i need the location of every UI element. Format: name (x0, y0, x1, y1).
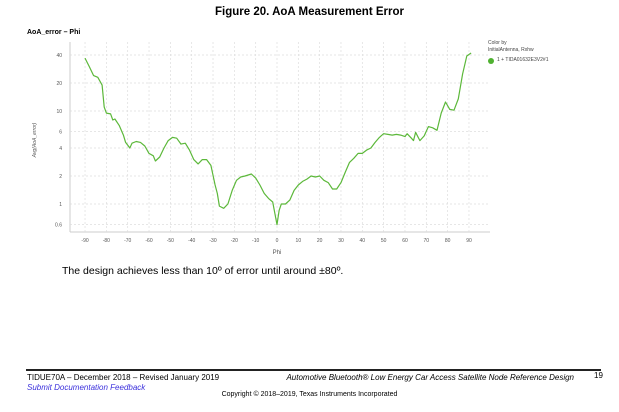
legend-entry: 1 + TIDA01632E3V2#1 (497, 57, 549, 63)
x-tick-label: -70 (124, 238, 131, 244)
y-tick-label: 20 (56, 81, 62, 87)
x-tick-label: 60 (402, 238, 408, 244)
y-tick-label: 0.6 (55, 223, 62, 229)
aoa-error-chart: -90 -80 -70 -60 -50 -40 -30 -20 -10 0 10 20 30 40 50 60… (32, 42, 490, 256)
y-tick-label: 1 (59, 202, 62, 208)
chart-title: AoA_error – Phi (27, 29, 81, 36)
x-tick-label: -50 (167, 238, 174, 244)
x-tick-label: 50 (381, 238, 387, 244)
x-tick-label: 70 (424, 238, 430, 244)
y-tick-label: 40 (56, 53, 62, 59)
x-tick-label: -30 (209, 238, 216, 244)
x-tick-label: -20 (231, 238, 238, 244)
x-tick-label: 20 (317, 238, 323, 244)
x-tick-label: -40 (188, 238, 195, 244)
x-tick-label: 40 (360, 238, 366, 244)
legend-title: Color by (488, 40, 507, 46)
footer-divider (26, 369, 601, 371)
legend-item: 1 + TIDA01632E3V2#1 (488, 57, 548, 64)
y-axis-label: Avg(AoA_error) (32, 122, 38, 158)
footer-doc-id: TIDUE70A – December 2018 – Revised Janua… (27, 373, 220, 382)
chart-legend: Color by InitialAntenna, Rxhw 1 + TIDA01… (488, 40, 548, 64)
x-tick-label: 90 (466, 238, 472, 244)
y-tick-label: 6 (59, 130, 62, 136)
x-tick-label: 30 (338, 238, 344, 244)
figure-title: Figure 20. AoA Measurement Error (215, 6, 404, 18)
x-tick-label: 10 (296, 238, 302, 244)
x-tick-label: -80 (103, 238, 110, 244)
legend-subtitle: InitialAntenna, Rxhw (488, 47, 534, 53)
x-tick-label: 80 (445, 238, 451, 244)
page-number: 19 (594, 371, 603, 380)
x-axis-label: Phi (273, 250, 282, 256)
x-tick-label: 0 (276, 238, 279, 244)
x-tick-label: -60 (145, 238, 152, 244)
y-tick-label: 10 (56, 109, 62, 115)
copyright: Copyright © 2018–2019, Texas Instruments… (221, 391, 398, 398)
feedback-link[interactable]: Submit Documentation Feedback (27, 383, 146, 392)
y-tick-label: 4 (59, 146, 62, 152)
y-tick-label: 2 (59, 174, 62, 180)
x-tick-label: -10 (252, 238, 259, 244)
body-paragraph: The design achieves less than 10º of err… (62, 265, 344, 277)
legend-dot-icon (488, 57, 494, 64)
x-tick-label: -90 (81, 238, 88, 244)
footer-doc-title: Automotive Bluetooth® Low Energy Car Acc… (286, 373, 574, 382)
series-line (84, 52, 472, 226)
